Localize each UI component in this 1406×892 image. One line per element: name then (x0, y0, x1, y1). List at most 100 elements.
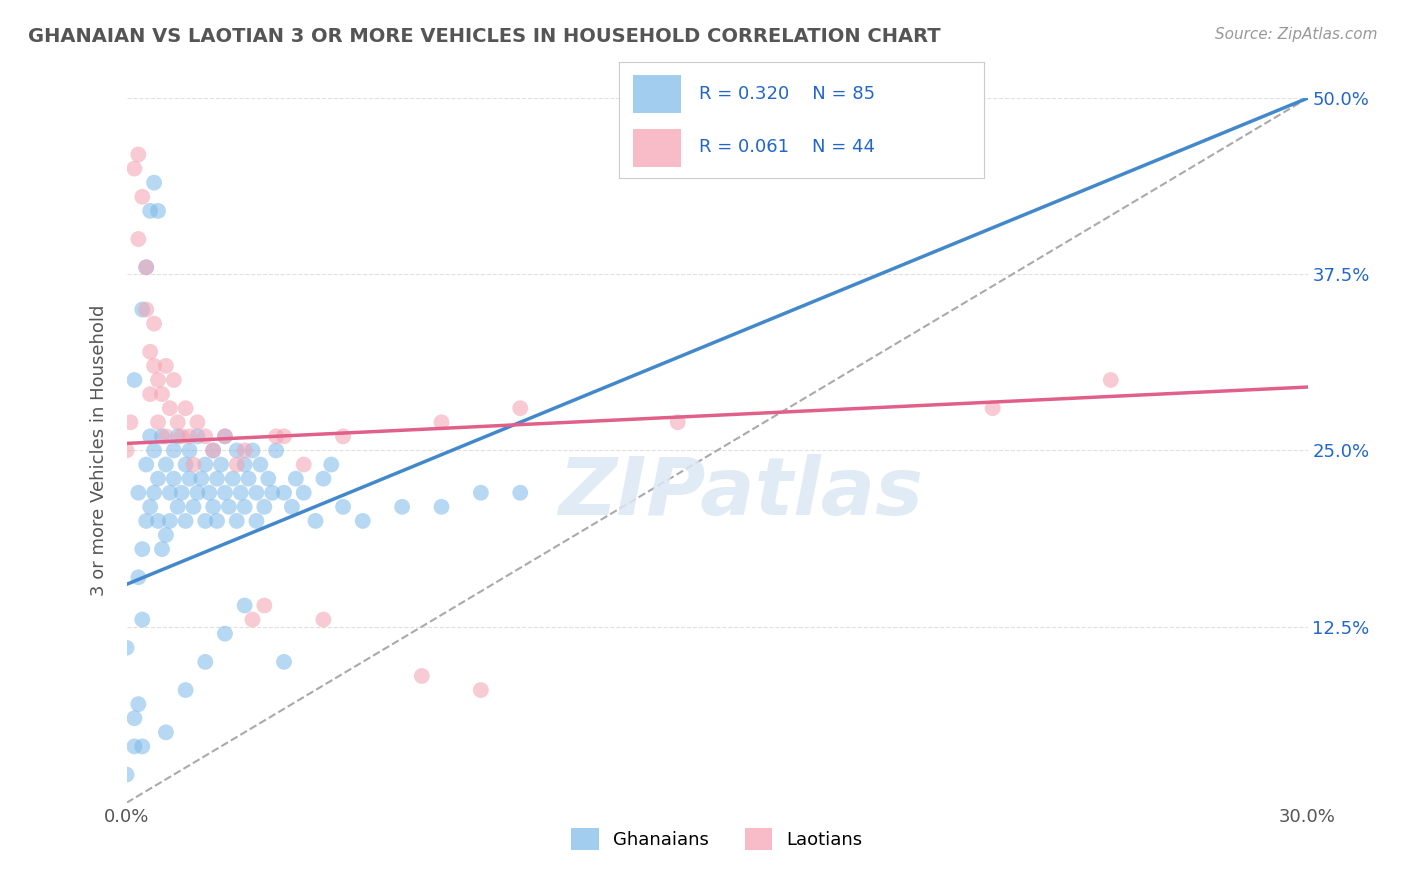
Point (139, 344, 162, 359)
Point (214, 626, 236, 640)
Point (214, 429, 236, 443)
Point (225, 514, 247, 528)
Point (135, 260, 157, 275)
Point (273, 485, 295, 500)
Point (430, 415, 453, 429)
Point (143, 443, 166, 458)
Point (257, 472, 280, 486)
Point (115, 767, 138, 781)
Point (245, 485, 267, 500)
Point (205, 514, 228, 528)
Text: Source: ZipAtlas.com: Source: ZipAtlas.com (1215, 27, 1378, 42)
Point (115, 443, 138, 458)
Point (155, 429, 177, 443)
Point (124, 711, 146, 725)
Point (292, 458, 315, 472)
Point (166, 415, 188, 429)
Point (214, 429, 236, 443)
FancyBboxPatch shape (633, 75, 681, 113)
Point (170, 485, 193, 500)
Point (312, 613, 335, 627)
Point (143, 176, 166, 190)
Point (352, 514, 374, 528)
Point (159, 514, 181, 528)
Point (205, 472, 228, 486)
Point (146, 203, 169, 218)
Point (253, 500, 276, 514)
Point (124, 739, 146, 754)
Point (391, 500, 413, 514)
Point (225, 458, 247, 472)
Point (264, 429, 287, 443)
Point (174, 683, 197, 698)
Point (470, 485, 492, 500)
Point (186, 485, 208, 500)
Point (284, 472, 307, 486)
Point (194, 429, 217, 443)
Point (430, 500, 453, 514)
Point (225, 443, 247, 458)
Point (233, 599, 256, 613)
Point (170, 429, 193, 443)
Point (139, 203, 162, 218)
Point (470, 683, 492, 698)
Point (163, 472, 186, 486)
Point (163, 443, 186, 458)
Point (131, 302, 153, 317)
Point (131, 739, 153, 754)
Point (139, 387, 162, 401)
Point (202, 443, 225, 458)
Text: ZIPatlas: ZIPatlas (558, 454, 924, 532)
Point (155, 528, 177, 542)
Point (124, 373, 146, 387)
Point (194, 514, 217, 528)
Point (159, 485, 181, 500)
Point (127, 232, 149, 246)
Point (131, 542, 153, 557)
Point (127, 697, 149, 711)
Point (273, 429, 295, 443)
Text: R = 0.320    N = 85: R = 0.320 N = 85 (699, 85, 875, 103)
Point (218, 500, 240, 514)
Text: R = 0.061    N = 44: R = 0.061 N = 44 (699, 138, 875, 156)
Point (312, 472, 335, 486)
Point (304, 514, 326, 528)
Point (150, 429, 173, 443)
Point (146, 373, 169, 387)
Point (131, 613, 153, 627)
Text: GHANAIAN VS LAOTIAN 3 OR MORE VEHICLES IN HOUSEHOLD CORRELATION CHART: GHANAIAN VS LAOTIAN 3 OR MORE VEHICLES I… (28, 27, 941, 45)
Point (321, 458, 343, 472)
Point (166, 429, 188, 443)
Point (135, 260, 157, 275)
Point (238, 472, 260, 486)
Point (273, 655, 295, 669)
Point (127, 485, 149, 500)
Point (209, 458, 232, 472)
Point (150, 387, 173, 401)
Point (202, 443, 225, 458)
Point (146, 514, 169, 528)
Point (183, 500, 205, 514)
Point (174, 514, 197, 528)
Point (222, 472, 245, 486)
Point (245, 514, 267, 528)
Point (242, 613, 264, 627)
Point (332, 429, 354, 443)
Point (146, 472, 169, 486)
Point (186, 415, 208, 429)
Point (194, 655, 217, 669)
Legend: Ghanaians, Laotians: Ghanaians, Laotians (564, 821, 870, 857)
Point (233, 443, 256, 458)
Point (115, 640, 138, 655)
Point (1099, 373, 1122, 387)
Point (163, 373, 186, 387)
Point (190, 472, 212, 486)
Point (143, 485, 166, 500)
Point (139, 500, 162, 514)
Point (143, 359, 166, 373)
Point (179, 472, 201, 486)
Point (509, 401, 531, 416)
Point (155, 359, 177, 373)
Point (120, 415, 142, 429)
Point (233, 500, 256, 514)
